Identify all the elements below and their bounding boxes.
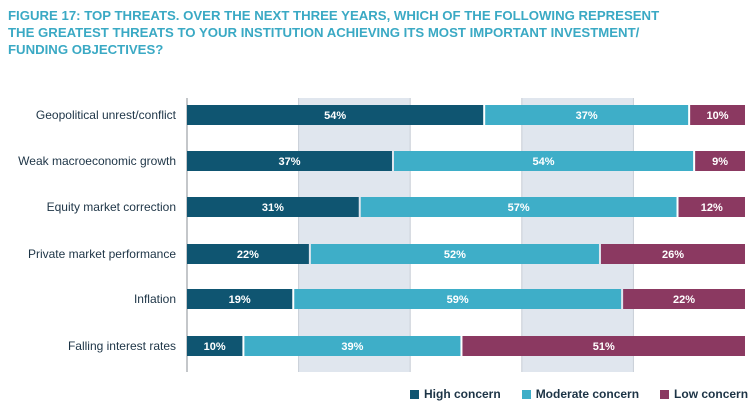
bar-segment-low: [623, 289, 745, 309]
category-label: Falling interest rates: [68, 339, 176, 353]
bar-segment-low: [678, 197, 745, 217]
bar-segment-moderate: [485, 105, 689, 125]
bar-segment-moderate: [393, 151, 694, 171]
chart-title: FIGURE 17: TOP THREATS. OVER THE NEXT TH…: [8, 7, 728, 58]
bar-segment-high: [187, 197, 359, 217]
bar-segment-low: [462, 336, 745, 356]
grid-band: [298, 98, 411, 372]
data-labels: 54% 37% 10% 37% 54% 9% 31% 57% 12% 22% 52% 26% 19% 59…: [204, 110, 729, 353]
legend-swatch-low: [660, 389, 670, 399]
category-label: Private market performance: [28, 247, 176, 261]
bar-segment-high: [187, 244, 309, 264]
legend-label-low: Low concern: [674, 387, 749, 401]
data-label-low: 10%: [707, 110, 729, 122]
data-label-high: 10%: [204, 341, 226, 353]
data-label-high: 22%: [237, 249, 259, 261]
legend-swatch-high: [410, 389, 419, 399]
category-label: Geopolitical unrest/conflict: [36, 108, 177, 122]
bar-segment-high: [187, 289, 293, 309]
data-label-moderate: 37%: [576, 110, 598, 122]
data-label-high: 37%: [278, 156, 300, 168]
legend-item-high: High concern: [410, 387, 501, 401]
data-label-high: 54%: [324, 110, 346, 122]
bar-segment-low: [695, 151, 745, 171]
legend-item-moderate: Moderate concern: [521, 387, 640, 401]
data-label-low: 26%: [662, 249, 684, 261]
data-label-moderate: 59%: [447, 294, 469, 306]
legend-swatch-moderate: [521, 389, 531, 399]
data-label-moderate: 52%: [444, 249, 466, 261]
legend-label-moderate: Moderate concern: [535, 387, 640, 401]
data-label-low: 9%: [712, 156, 728, 168]
legend-item-low: Low concern: [660, 387, 748, 401]
data-label-high: 19%: [229, 294, 251, 306]
data-label-low: 22%: [673, 294, 695, 306]
bar-segment-high: [187, 336, 243, 356]
bar-segment-moderate: [294, 289, 622, 309]
category-label: Equity market correction: [47, 200, 176, 214]
category-label: Inflation: [134, 292, 176, 306]
chart-title-line: FUNDING OBJECTIVES?: [8, 42, 164, 57]
bar-segment-moderate: [310, 244, 599, 264]
category-label: Weak macroeconomic growth: [18, 154, 176, 168]
grid-band: [521, 98, 634, 372]
data-label-low: 12%: [701, 202, 723, 214]
grid-bands: [298, 98, 634, 372]
data-label-moderate: 57%: [508, 202, 530, 214]
chart-title-line: FIGURE 17: TOP THREATS. OVER THE NEXT TH…: [8, 8, 660, 23]
bar-segment-low: [600, 244, 745, 264]
legend-label-high: High concern: [424, 387, 501, 401]
category-labels: Geopolitical unrest/conflict Weak macroec…: [18, 108, 177, 353]
bar-segment-moderate: [244, 336, 461, 356]
data-label-low: 51%: [593, 341, 615, 353]
bars: [187, 105, 745, 356]
data-label-high: 31%: [262, 202, 284, 214]
bar-segment-low: [690, 105, 745, 125]
bar-segment-moderate: [360, 197, 677, 217]
data-label-moderate: 54%: [533, 156, 555, 168]
bar-segment-high: [187, 105, 484, 125]
bar-segment-high: [187, 151, 392, 171]
legend: High concern Moderate concern Low concer…: [410, 386, 748, 402]
chart-title-line: THE GREATEST THREATS TO YOUR INSTITUTION…: [8, 25, 640, 40]
data-label-moderate: 39%: [341, 341, 363, 353]
